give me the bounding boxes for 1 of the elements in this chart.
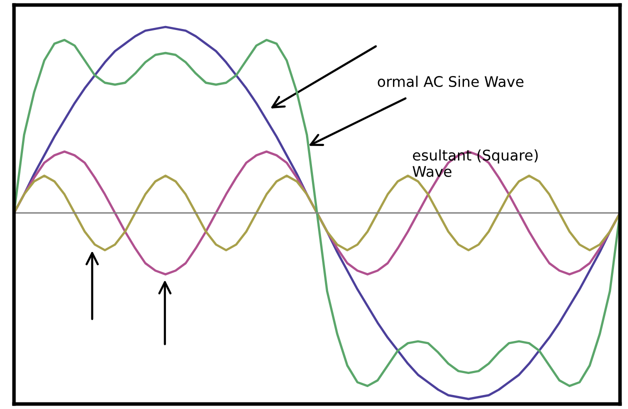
annotation: ormal AC Sine Wave bbox=[378, 76, 524, 88]
